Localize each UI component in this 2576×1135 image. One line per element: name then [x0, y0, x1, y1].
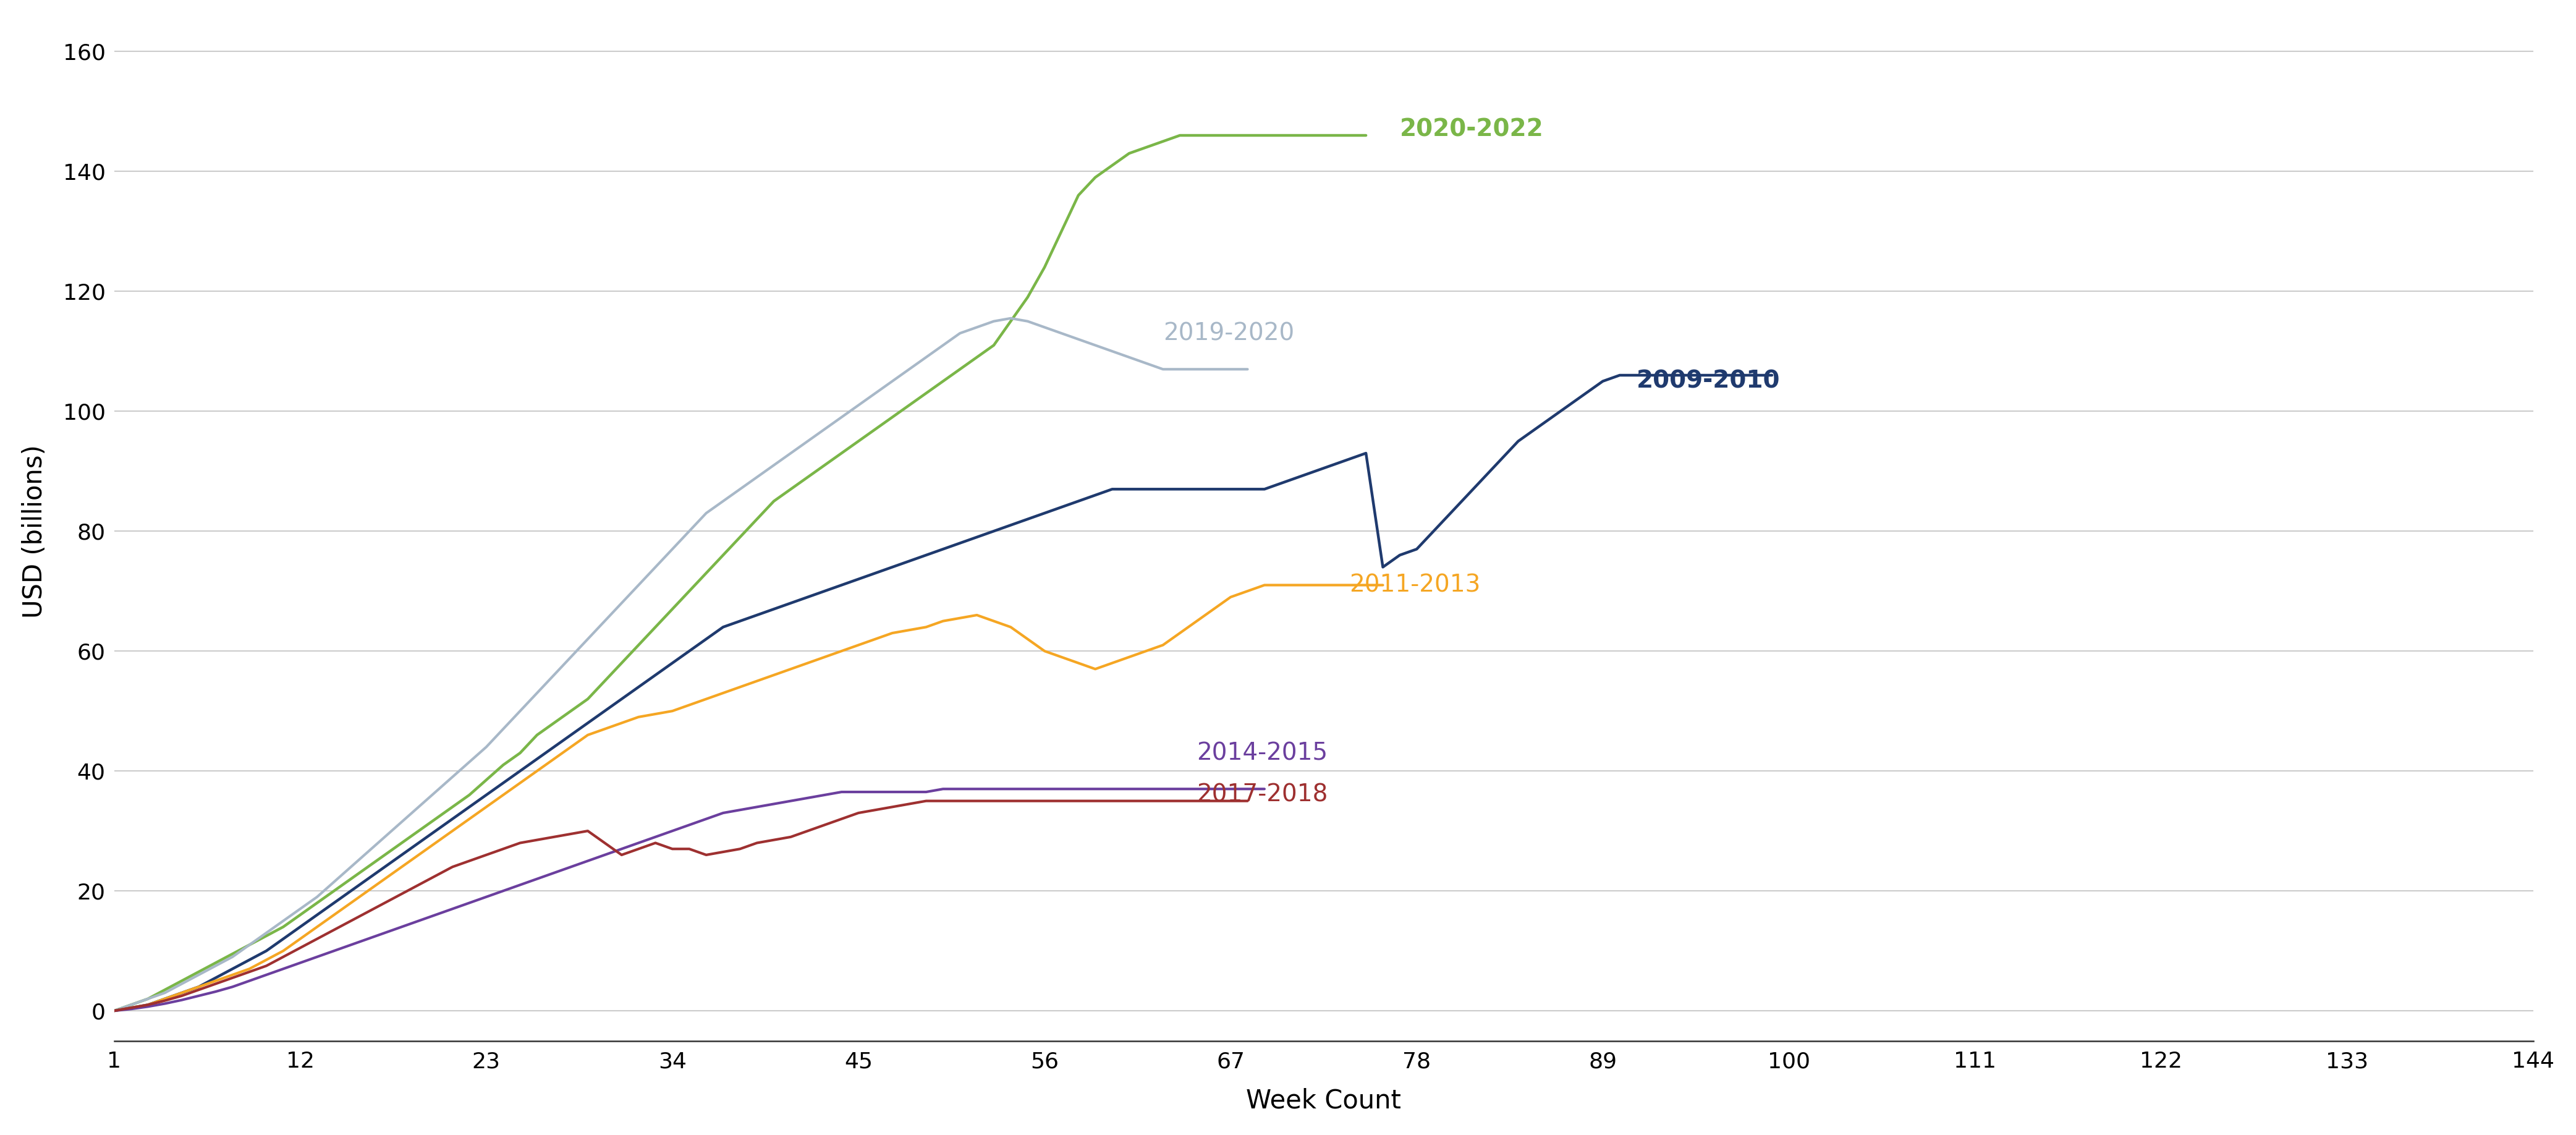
Text: 2014-2015: 2014-2015 [1198, 741, 1327, 765]
Text: 2019-2020: 2019-2020 [1162, 321, 1293, 345]
Text: 2011-2013: 2011-2013 [1350, 573, 1481, 597]
Text: 2017-2018: 2017-2018 [1198, 783, 1329, 807]
X-axis label: Week Count: Week Count [1247, 1087, 1401, 1113]
Text: 2020-2022: 2020-2022 [1399, 118, 1543, 141]
Text: 2009-2010: 2009-2010 [1636, 370, 1780, 393]
Y-axis label: USD (billions): USD (billions) [21, 444, 46, 617]
